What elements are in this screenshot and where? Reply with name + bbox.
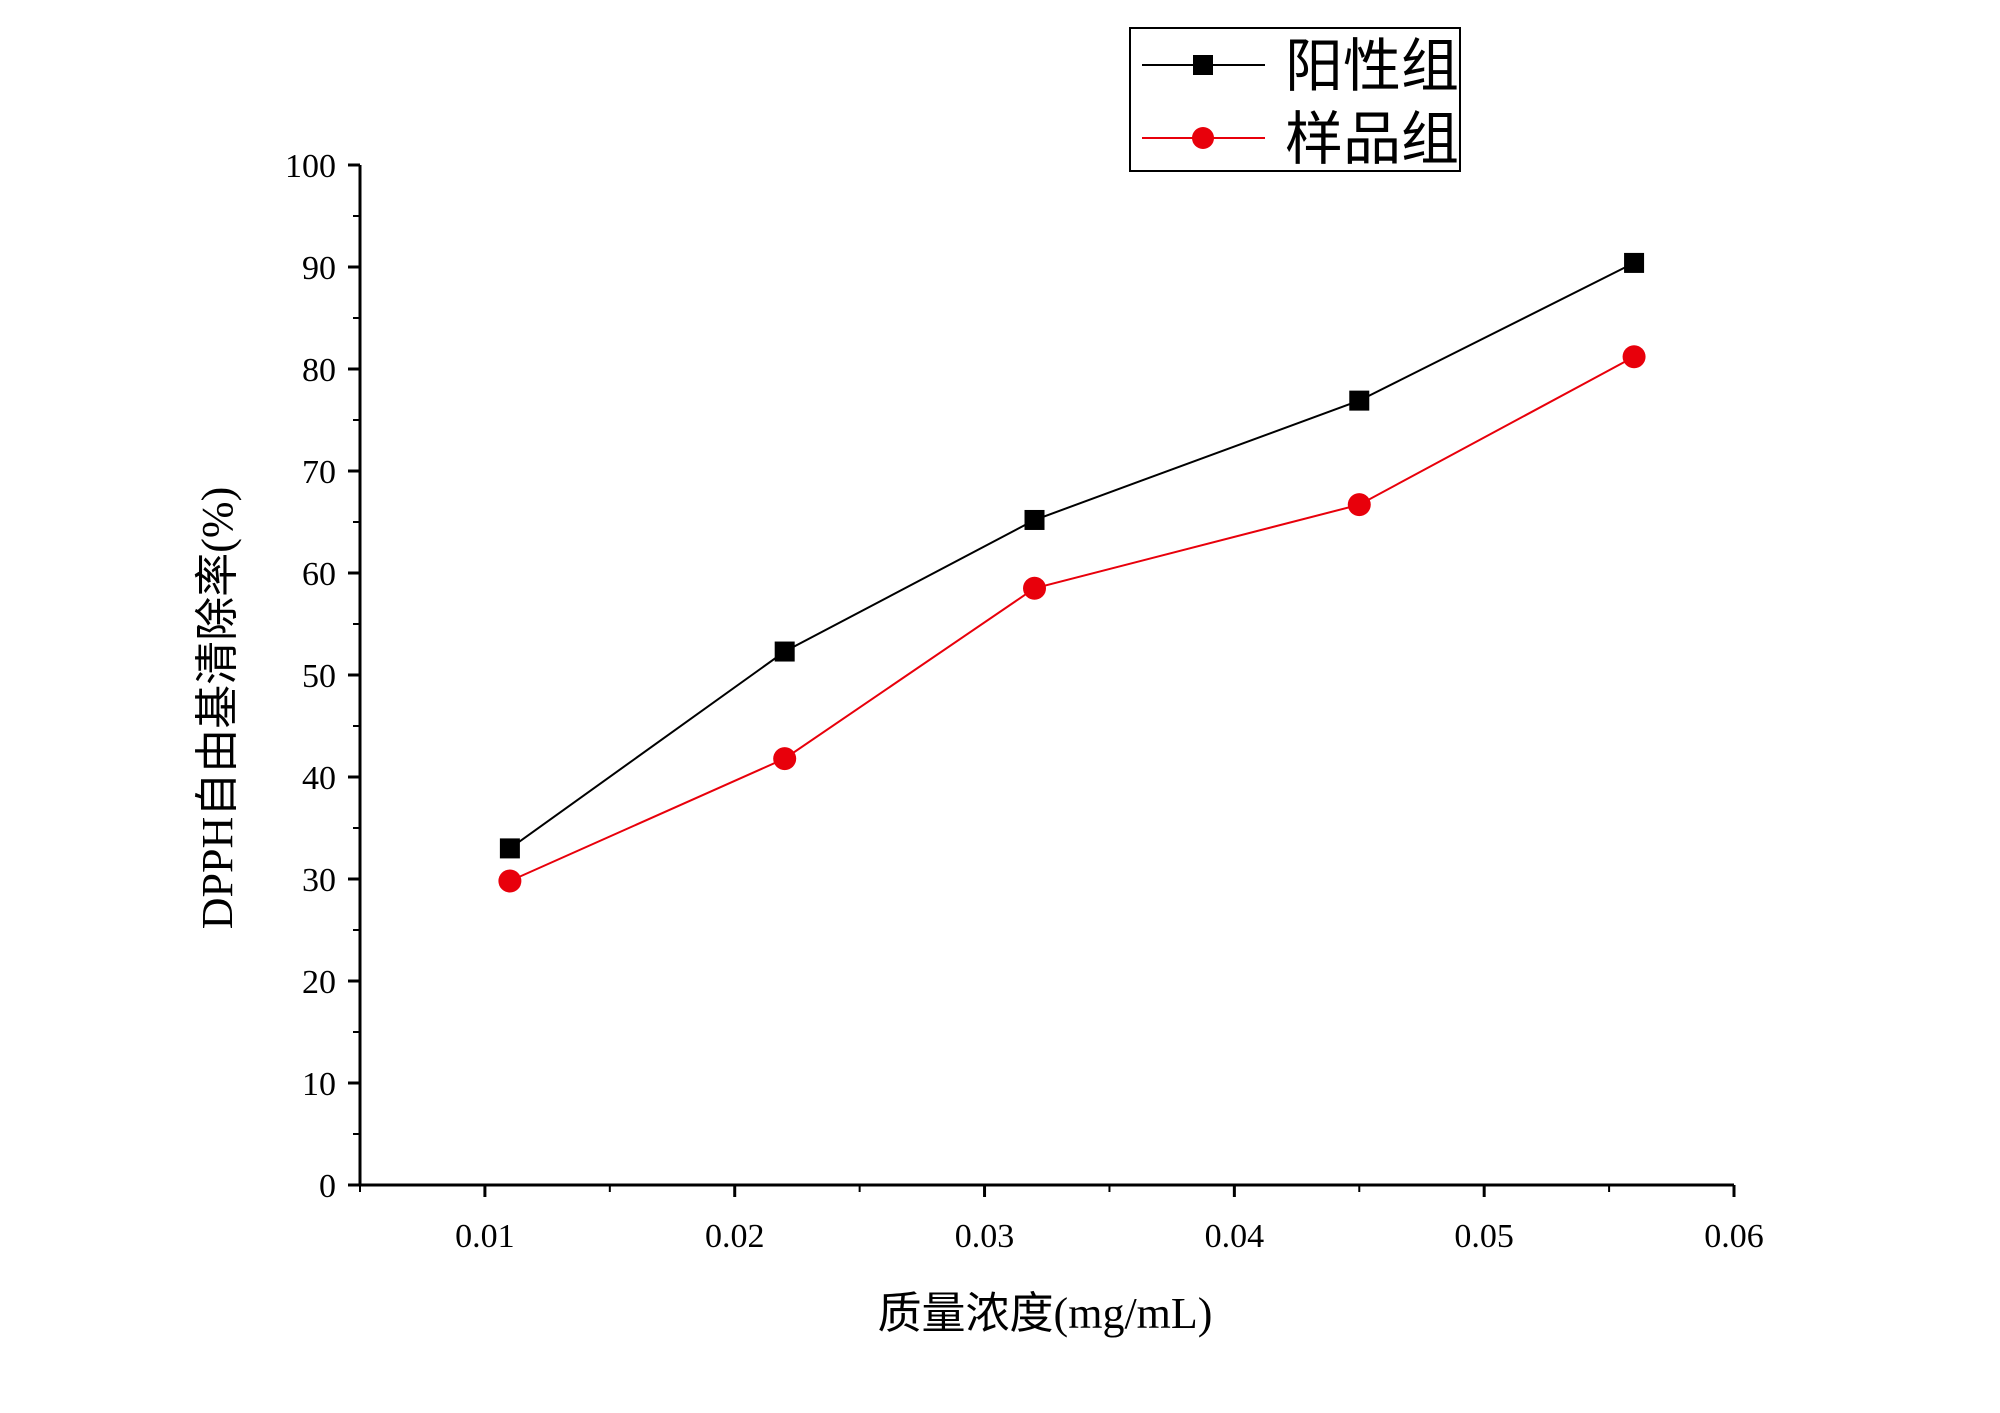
legend-marker-sample — [1192, 127, 1214, 149]
legend-label-sample: 样品组 — [1285, 107, 1459, 172]
data-point-square — [499, 838, 520, 859]
y-tick-label: 80 — [302, 352, 336, 389]
data-point-circle — [1622, 345, 1646, 369]
y-tick-label: 50 — [302, 658, 336, 695]
data-point-square — [774, 641, 795, 662]
y-axis-title: DPPH自由基清除率(%) — [193, 487, 242, 929]
legend-label-positive: 阳性组 — [1285, 34, 1459, 99]
data-point-circle — [498, 869, 522, 893]
axes — [358, 165, 1734, 1187]
data-point-circle — [1347, 493, 1371, 517]
y-tick-label: 100 — [285, 148, 336, 185]
series-line-2 — [509, 355, 1635, 882]
data-point-square — [1349, 390, 1370, 411]
x-tick-label: 0.01 — [455, 1218, 515, 1255]
x-tick-label: 0.06 — [1704, 1218, 1764, 1255]
x-axis-title: 质量浓度(mg/mL) — [878, 1289, 1213, 1338]
data-point-circle — [1023, 576, 1047, 600]
series-line-1 — [509, 262, 1635, 850]
x-tick-label: 0.04 — [1205, 1218, 1265, 1255]
legend: 阳性组 样品组 — [1129, 27, 1461, 172]
y-tick-label: 20 — [302, 964, 336, 1001]
y-tick-label: 70 — [302, 454, 336, 491]
data-point-circle — [773, 747, 797, 771]
y-tick-label: 0 — [319, 1168, 336, 1205]
y-tick-label: 40 — [302, 760, 336, 797]
data-point-square — [1624, 252, 1645, 273]
data-point-square — [1024, 509, 1045, 530]
y-tick-label: 60 — [302, 556, 336, 593]
y-tick-label: 10 — [302, 1066, 336, 1103]
y-tick-label: 30 — [302, 862, 336, 899]
legend-marker-positive — [1193, 55, 1213, 75]
tick-labels: 0 10 20 30 40 50 60 70 80 90 100 0.01 0.02 0.03 0.04 0.… — [285, 148, 1764, 1255]
x-tick-label: 0.05 — [1454, 1218, 1514, 1255]
legend-box — [1129, 27, 1461, 172]
x-tick-label: 0.02 — [705, 1218, 765, 1255]
series-layer — [498, 252, 1646, 893]
x-tick-label: 0.03 — [955, 1218, 1015, 1255]
ticks — [348, 163, 1736, 1197]
y-tick-label: 90 — [302, 250, 336, 287]
